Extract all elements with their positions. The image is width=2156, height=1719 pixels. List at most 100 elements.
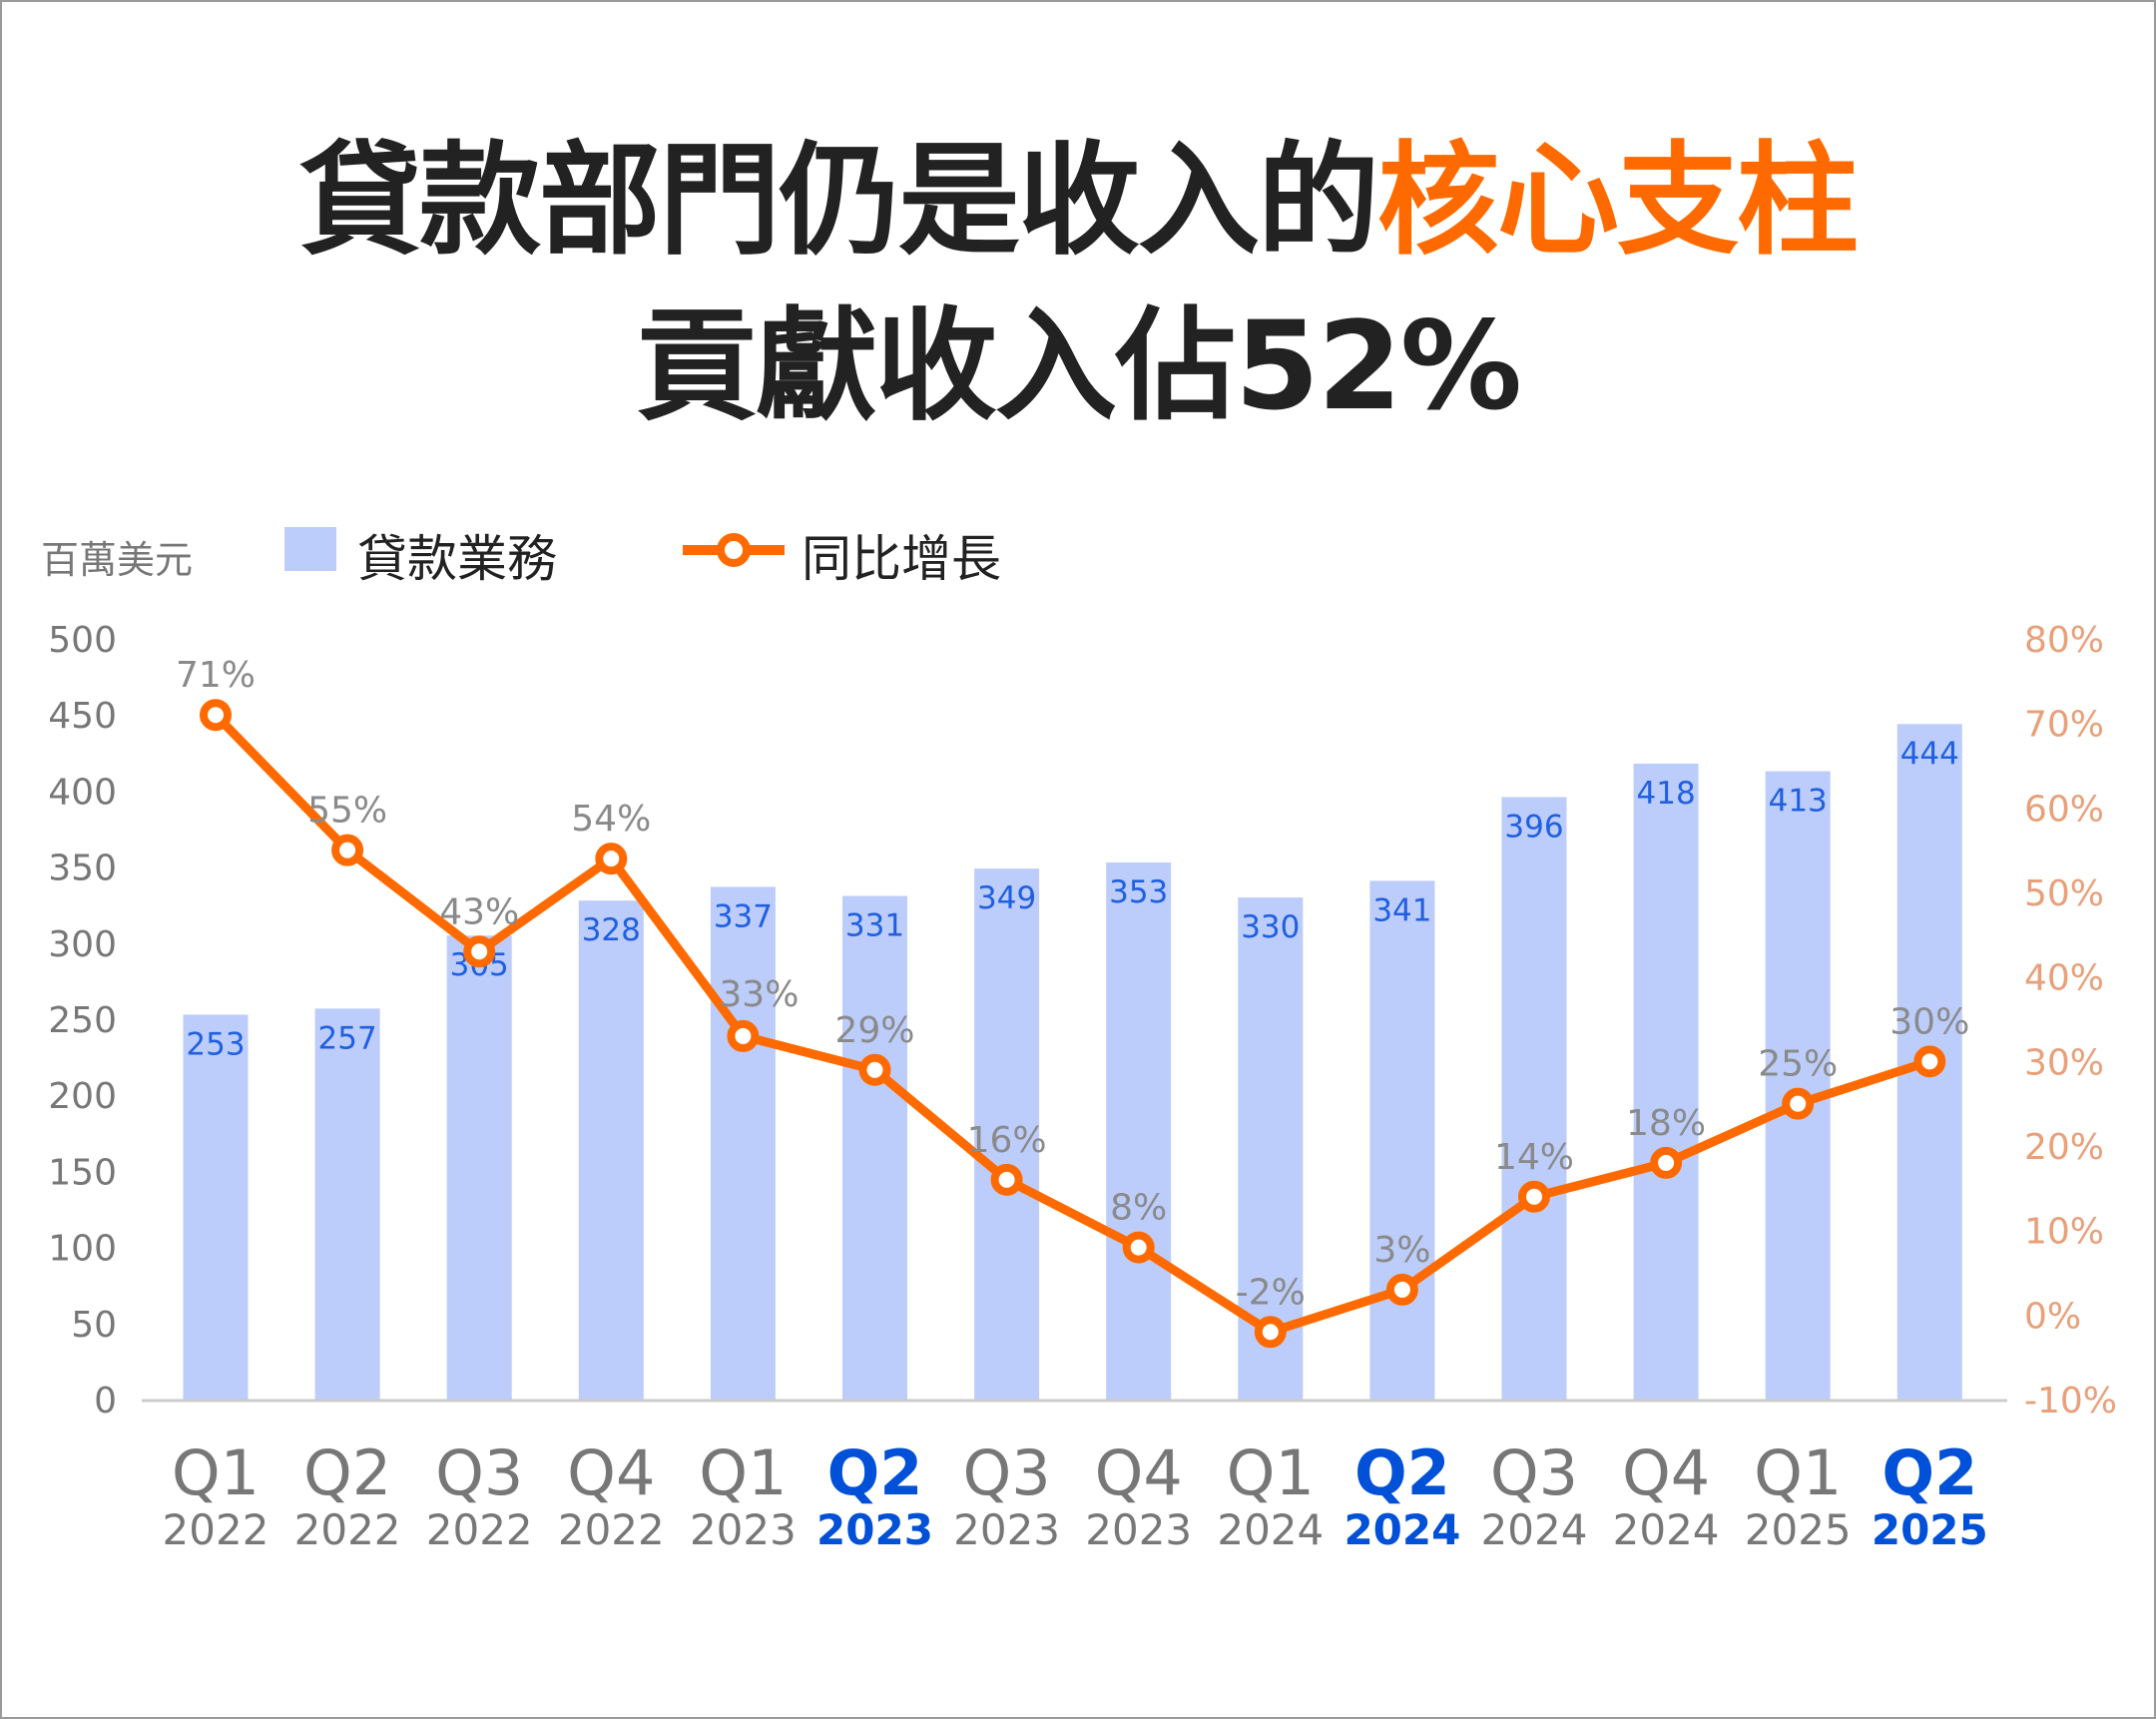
x-tick-year: 2024 bbox=[1613, 1505, 1720, 1554]
growth-value-label: 25% bbox=[1758, 1044, 1838, 1085]
bar-value-label: 253 bbox=[186, 1026, 245, 1062]
x-tick-quarter: Q3 bbox=[1490, 1436, 1578, 1509]
growth-point bbox=[1913, 1045, 1946, 1078]
bar-value-label: 444 bbox=[1900, 736, 1959, 772]
right-axis-tick: 10% bbox=[2024, 1212, 2104, 1253]
bar bbox=[710, 886, 776, 1400]
growth-point bbox=[1122, 1231, 1155, 1264]
right-axis-tick: 50% bbox=[2024, 873, 2104, 914]
legend-line-label: 同比增長 bbox=[802, 530, 1001, 588]
x-tick-year: 2024 bbox=[1481, 1505, 1588, 1554]
x-tick-quarter: Q2 bbox=[303, 1436, 391, 1509]
bar bbox=[1369, 880, 1435, 1400]
x-tick-quarter: Q3 bbox=[435, 1436, 523, 1509]
bar-value-label: 328 bbox=[582, 912, 641, 948]
growth-value-label: 18% bbox=[1626, 1103, 1706, 1144]
x-tick-quarter: Q1 bbox=[1227, 1436, 1315, 1509]
title-plain: 貸款部門仍是收入的 bbox=[299, 130, 1379, 272]
left-axis-tick: 400 bbox=[48, 772, 117, 813]
bar bbox=[1765, 771, 1831, 1400]
growth-value-label: 54% bbox=[571, 799, 651, 840]
growth-point bbox=[858, 1053, 891, 1086]
growth-value-label: 30% bbox=[1889, 1001, 1969, 1042]
growth-value-label: 8% bbox=[1110, 1188, 1167, 1229]
right-axis-tick: 70% bbox=[2024, 705, 2104, 746]
bar-value-label: 257 bbox=[318, 1020, 377, 1056]
title-highlight: 核心支柱 bbox=[1377, 130, 1859, 272]
growth-value-label: -2% bbox=[1236, 1272, 1306, 1313]
chart-title-line1: 貸款部門仍是收入的核心支柱 bbox=[0, 102, 2156, 279]
x-tick-year: 2023 bbox=[953, 1505, 1060, 1554]
chart-title-line2: 貢獻收入佔52% bbox=[635, 295, 1522, 437]
growth-value-label: 14% bbox=[1494, 1137, 1574, 1178]
growth-line bbox=[212, 712, 1931, 1337]
growth-value-label: 16% bbox=[967, 1120, 1047, 1161]
x-tick-quarter: Q2 bbox=[1354, 1436, 1450, 1509]
right-axis-tick: 0% bbox=[2024, 1296, 2081, 1337]
x-tick-year: 2024 bbox=[1217, 1505, 1324, 1554]
right-axis-tick: 60% bbox=[2024, 789, 2104, 830]
legend-line-swatch bbox=[683, 533, 785, 567]
legend-bar-label: 貸款業務 bbox=[357, 530, 557, 588]
growth-point bbox=[1782, 1087, 1815, 1120]
x-tick-quarter: Q1 bbox=[1754, 1436, 1842, 1509]
bar bbox=[1501, 797, 1567, 1400]
bar bbox=[578, 900, 644, 1400]
growth-value-label: 3% bbox=[1373, 1230, 1430, 1271]
right-axis-tick: 40% bbox=[2024, 958, 2104, 999]
x-tick-quarter: Q1 bbox=[172, 1436, 260, 1509]
left-axis-tick: 200 bbox=[48, 1076, 117, 1117]
growth-value-label: 55% bbox=[307, 791, 387, 832]
x-tick-year: 2023 bbox=[816, 1505, 933, 1554]
bar bbox=[974, 868, 1040, 1400]
bar-value-label: 341 bbox=[1372, 892, 1431, 928]
x-tick-year: 2024 bbox=[1344, 1505, 1460, 1554]
bar-value-label: 418 bbox=[1637, 776, 1696, 812]
x-tick-year: 2023 bbox=[690, 1505, 797, 1554]
x-tick-quarter: Q4 bbox=[1622, 1436, 1710, 1509]
unit-label: 百萬美元 bbox=[41, 538, 194, 582]
growth-point bbox=[1254, 1316, 1287, 1349]
growth-point bbox=[595, 843, 628, 875]
growth-value-label: 33% bbox=[719, 974, 799, 1015]
bar-value-label: 349 bbox=[977, 880, 1036, 916]
left-axis-tick: 500 bbox=[48, 620, 117, 661]
left-axis-tick: 350 bbox=[48, 849, 117, 889]
growth-point bbox=[200, 699, 232, 732]
bar-value-label: 413 bbox=[1769, 784, 1828, 820]
right-axis-tick: 80% bbox=[2024, 620, 2104, 661]
growth-point bbox=[990, 1163, 1023, 1196]
x-tick-year: 2023 bbox=[1085, 1505, 1192, 1554]
left-axis-tick: 0 bbox=[94, 1381, 117, 1422]
growth-point bbox=[1518, 1180, 1550, 1213]
growth-value-label: 43% bbox=[439, 891, 519, 932]
x-tick-quarter: Q1 bbox=[699, 1436, 787, 1509]
growth-point bbox=[1650, 1146, 1683, 1179]
left-axis-tick: 250 bbox=[48, 1000, 117, 1041]
left-axis-tick: 300 bbox=[48, 924, 117, 965]
bar-value-label: 396 bbox=[1504, 809, 1563, 845]
right-axis-tick: 20% bbox=[2024, 1127, 2104, 1168]
right-axis-tick: 30% bbox=[2024, 1042, 2104, 1083]
growth-point bbox=[1385, 1273, 1418, 1306]
bar bbox=[1633, 763, 1699, 1400]
bar-value-label: 337 bbox=[714, 898, 773, 934]
x-tick-year: 2022 bbox=[426, 1505, 533, 1554]
bar-value-label: 331 bbox=[845, 908, 904, 944]
growth-point bbox=[727, 1019, 760, 1052]
x-tick-year: 2025 bbox=[1872, 1505, 1988, 1554]
x-tick-quarter: Q2 bbox=[1882, 1436, 1977, 1509]
legend-bar-swatch bbox=[284, 527, 336, 571]
x-tick-quarter: Q4 bbox=[567, 1436, 655, 1509]
x-tick-year: 2022 bbox=[558, 1505, 665, 1554]
growth-point bbox=[331, 834, 364, 866]
bar-value-label: 330 bbox=[1241, 909, 1300, 945]
left-axis-tick: 150 bbox=[48, 1152, 117, 1193]
x-tick-quarter: Q3 bbox=[962, 1436, 1050, 1509]
growth-value-label: 71% bbox=[176, 655, 256, 696]
x-tick-year: 2022 bbox=[294, 1505, 401, 1554]
bar bbox=[842, 895, 907, 1400]
x-tick-quarter: Q4 bbox=[1095, 1436, 1183, 1509]
bar bbox=[1106, 862, 1172, 1400]
